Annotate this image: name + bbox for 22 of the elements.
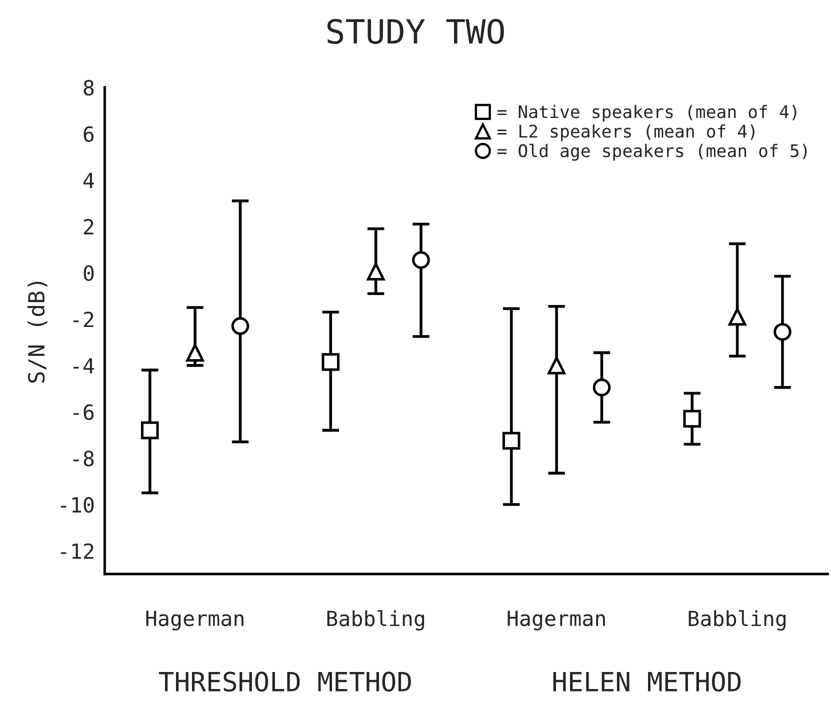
y-tick-label: 0 (84, 265, 94, 282)
legend-label: = Old age speakers (mean of 5) (498, 144, 807, 161)
y-tick-label: -2 (74, 312, 94, 328)
x-tick-label: Babbling (327, 610, 424, 631)
y-tick-label: 4 (83, 172, 94, 188)
y-axis-title: S/N (dB) (28, 282, 48, 383)
text: HELEN METHOD (553, 672, 741, 692)
x-tick-label: Hagerman (508, 610, 605, 630)
legend-label: = Native speakers (mean of 4) (498, 104, 796, 122)
y-tick-label: 8 (84, 80, 94, 96)
x-tick-label: Hagerman (146, 610, 244, 630)
y-tick-label: 2 (84, 218, 94, 234)
y-tick-label: -8 (74, 450, 94, 466)
y-tick-label: -12 (60, 543, 94, 559)
legend-label: = L2 speakers (mean of 4) (498, 124, 754, 142)
y-tick-label: -6 (74, 404, 94, 420)
chart-title: STUDY TWO (327, 18, 504, 44)
x-tick-label: Babbling (688, 610, 786, 631)
y-tick-label: -10 (60, 496, 94, 513)
y-tick-label: 6 (84, 126, 94, 142)
text: THRESHOLD METHOD (158, 672, 411, 692)
y-tick-label: -4 (74, 358, 94, 374)
